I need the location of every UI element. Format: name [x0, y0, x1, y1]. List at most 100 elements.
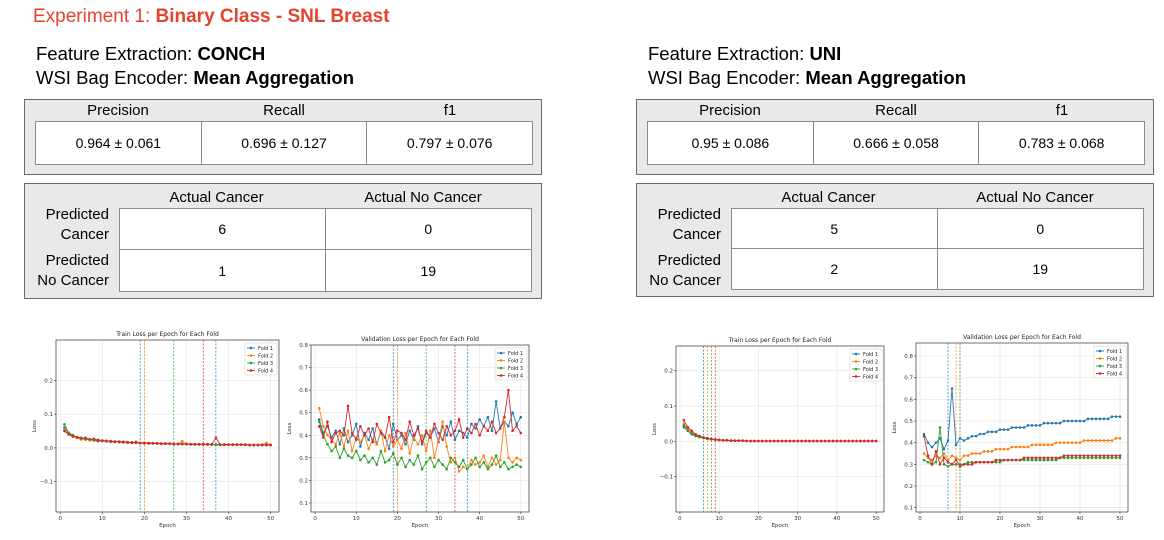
series-line [683, 419, 877, 442]
metric-values-row: 0.964 ± 0.061 0.696 ± 0.127 0.797 ± 0.07… [35, 121, 533, 165]
data-point [974, 452, 978, 455]
legend-marker [249, 361, 253, 365]
data-point [950, 387, 954, 390]
data-point [1022, 426, 1026, 429]
y-tick-label: 0.0 [44, 446, 53, 452]
data-point [346, 440, 350, 444]
y-tick-label: 0.3 [299, 456, 308, 462]
y-tick-label: 0.5 [904, 419, 913, 425]
data-point [408, 452, 412, 455]
chart-title: Validation Loss per Epoch for Each Fold [361, 336, 479, 343]
x-tick-label: 30 [1037, 516, 1044, 522]
data-point [950, 454, 954, 457]
encoder-label: WSI Bag Encoder: [36, 67, 194, 88]
data-point [946, 460, 950, 464]
data-point [1054, 421, 1058, 425]
y-tick-label: 0.6 [904, 397, 913, 403]
data-point [1018, 426, 1022, 429]
data-point [317, 420, 321, 424]
data-point [478, 433, 481, 437]
data-point [930, 458, 934, 462]
data-point [1042, 421, 1046, 425]
data-point [400, 456, 403, 460]
x-tick-label: 10 [353, 516, 360, 522]
data-point [733, 439, 737, 442]
data-point [851, 439, 854, 443]
data-point [1050, 443, 1054, 447]
legend-marker [249, 354, 253, 357]
x-tick-label: 50 [873, 516, 880, 522]
data-point [416, 454, 420, 457]
data-point [1050, 421, 1054, 425]
data-point [1090, 454, 1094, 457]
data-point [147, 441, 150, 445]
data-point [1034, 424, 1038, 427]
data-point [371, 456, 374, 460]
data-point [1046, 456, 1050, 460]
left-train-loss-chart: Train Loss per Epoch for Each Fold 0 10 20 3… [30, 328, 285, 530]
data-point [371, 427, 374, 430]
data-point [197, 442, 201, 446]
data-point [966, 463, 970, 466]
data-point [1070, 456, 1074, 460]
data-point [1086, 454, 1090, 457]
y-tick-label: 0.2 [44, 378, 53, 384]
data-point [938, 426, 942, 429]
data-point [449, 420, 453, 424]
x-axis-label: Epoch [772, 523, 789, 529]
data-point [1010, 445, 1014, 449]
data-point [453, 461, 457, 464]
data-point [1042, 458, 1046, 462]
data-point [404, 438, 407, 442]
data-point [396, 429, 399, 433]
data-point [248, 443, 251, 447]
data-point [363, 454, 366, 457]
data-point [350, 449, 354, 453]
x-tick-label: 20 [394, 516, 401, 522]
data-point [1082, 419, 1086, 423]
data-point [515, 424, 518, 428]
data-point [375, 442, 379, 446]
data-point [404, 442, 407, 446]
data-point [354, 438, 358, 442]
series-line [318, 421, 522, 471]
data-point [1110, 415, 1114, 418]
data-point [1114, 456, 1118, 460]
data-point [998, 458, 1002, 462]
data-point [958, 458, 962, 462]
data-point [800, 439, 803, 443]
data-point [346, 429, 350, 433]
metric-values-row: 0.95 ± 0.086 0.666 ± 0.058 0.783 ± 0.068 [647, 121, 1145, 165]
row-label-line: Cancer [672, 226, 721, 243]
data-point [359, 424, 362, 428]
left-validation-loss-chart: Validation Loss per Epoch for Each Fold 0… [285, 333, 535, 530]
data-point [498, 427, 502, 430]
data-point [994, 430, 998, 434]
data-point [1078, 456, 1082, 460]
data-point [424, 461, 428, 464]
y-tick-label: 0.7 [904, 376, 913, 382]
data-point [934, 441, 938, 444]
data-point [1038, 456, 1042, 460]
data-point [498, 458, 502, 462]
data-point [482, 424, 486, 428]
data-point [990, 430, 994, 434]
data-point [970, 452, 974, 455]
data-point [946, 458, 950, 462]
data-point [1058, 441, 1062, 444]
data-point [474, 463, 477, 466]
data-point [193, 442, 197, 446]
legend-label: Fold 2 [1107, 356, 1122, 362]
data-point [519, 415, 523, 419]
x-tick-label: 0 [678, 516, 682, 522]
data-point [490, 463, 494, 466]
data-point [92, 437, 96, 441]
y-tick-label: 0.1 [299, 501, 308, 507]
data-point [1046, 421, 1050, 425]
data-point [978, 460, 982, 464]
data-point [408, 429, 412, 433]
y-tick-label: 0.1 [664, 404, 673, 410]
data-point [445, 467, 449, 471]
data-point [1094, 454, 1098, 457]
x-tick-label: 20 [141, 516, 148, 522]
